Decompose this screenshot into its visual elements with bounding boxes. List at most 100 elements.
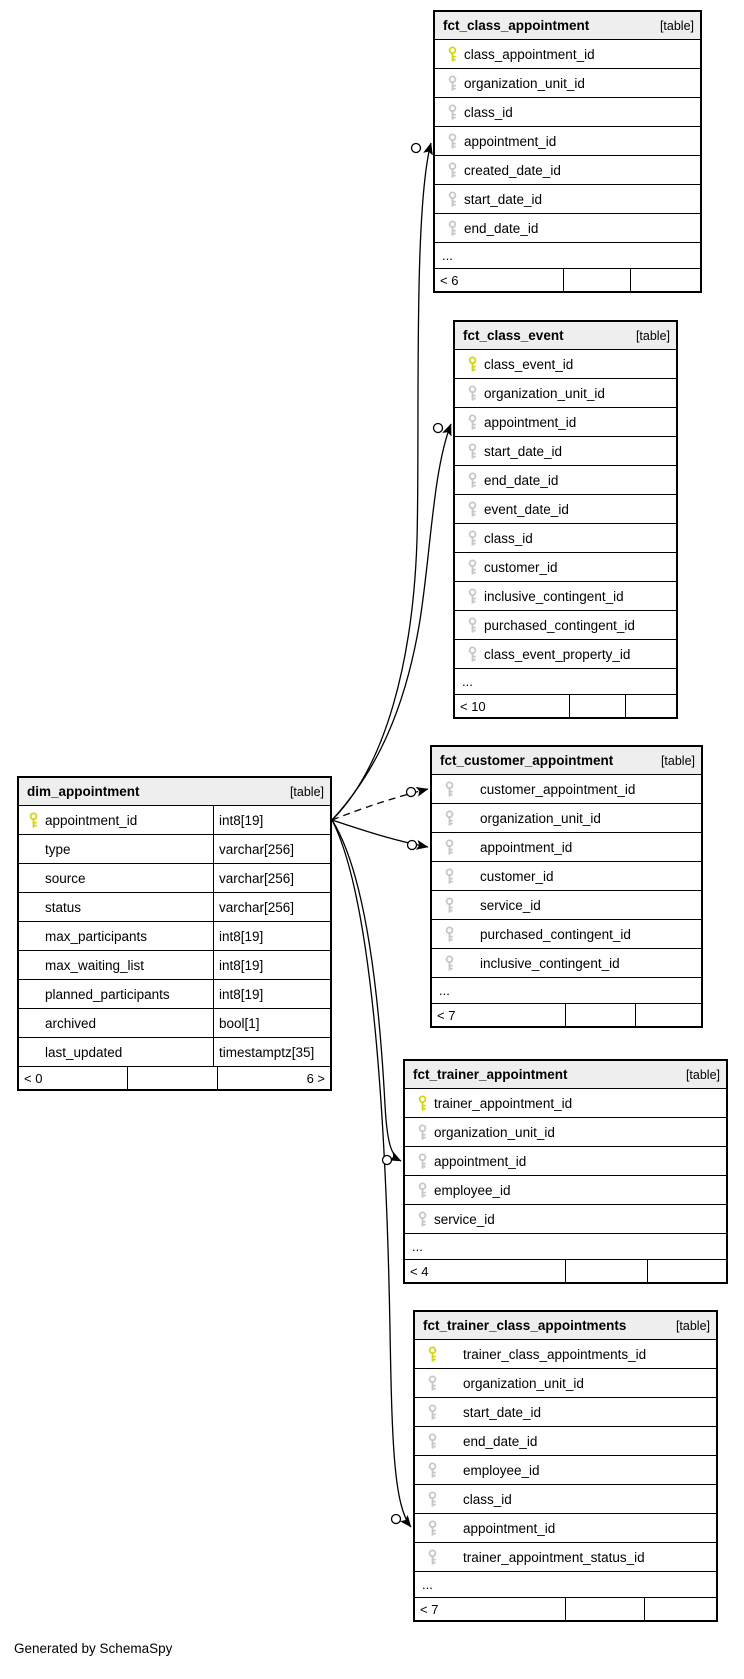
footer-cell-0: < 0	[24, 1070, 43, 1086]
foreign-key-icon	[427, 1520, 438, 1537]
table-title[interactable]: fct_trainer_class_appointments	[423, 1318, 627, 1333]
table-header[interactable]: fct_trainer_class_appointments [table]	[415, 1312, 716, 1340]
foreign-key-icon	[467, 588, 478, 605]
table-header[interactable]: fct_class_appointment [table]	[435, 12, 700, 40]
table-footer: < 7	[432, 1004, 701, 1026]
column-name: customer_id	[480, 868, 554, 884]
table-fct_customer_appointment[interactable]: fct_customer_appointment [table] custome…	[430, 745, 703, 1028]
column-row-appointment_id: appointment_id	[435, 127, 700, 156]
table-title[interactable]: fct_customer_appointment	[440, 753, 614, 768]
column-name: organization_unit_id	[434, 1124, 555, 1140]
column-name: organization_unit_id	[463, 1375, 584, 1391]
table-fct_class_appointment[interactable]: fct_class_appointment [table] class_appo…	[433, 10, 702, 293]
column-row-status: status varchar[256]	[19, 893, 330, 922]
column-name: type	[45, 841, 71, 857]
column-name: organization_unit_id	[480, 810, 601, 826]
column-name-cell: planned_participants	[19, 980, 214, 1008]
footer-cell-1	[563, 269, 630, 291]
column-row-employee_id: employee_id	[405, 1176, 726, 1205]
table-header[interactable]: dim_appointment [table]	[19, 778, 330, 806]
column-row-trainer_class_appointments_id: trainer_class_appointments_id	[415, 1340, 716, 1369]
column-name: purchased_contingent_id	[480, 926, 631, 942]
column-row-appointment_id: appointment_id	[432, 833, 701, 862]
column-row-purchased_contingent_id: purchased_contingent_id	[455, 611, 676, 640]
footer-cell-0: < 7	[437, 1007, 456, 1023]
column-name-cell: type	[19, 835, 214, 863]
column-row-trainer_appointment_id: trainer_appointment_id	[405, 1089, 726, 1118]
column-row-created_date_id: created_date_id	[435, 156, 700, 185]
foreign-key-icon	[427, 1549, 438, 1566]
column-name: class_id	[464, 104, 513, 120]
foreign-key-icon	[444, 839, 455, 856]
column-name: end_date_id	[463, 1433, 538, 1449]
table-header[interactable]: fct_class_event [table]	[455, 322, 676, 350]
column-row-start_date_id: start_date_id	[435, 185, 700, 214]
table-tag: [table]	[659, 18, 694, 33]
column-name: last_updated	[45, 1044, 123, 1060]
column-name: trainer_appointment_status_id	[463, 1549, 645, 1565]
column-type: int8[19]	[219, 957, 264, 973]
column-row-max_waiting_list: max_waiting_list int8[19]	[19, 951, 330, 980]
column-row-class_id: class_id	[455, 524, 676, 553]
column-name: class_event_id	[484, 356, 574, 372]
table-fct_class_event[interactable]: fct_class_event [table] class_event_id or…	[453, 320, 678, 719]
column-name: service_id	[480, 897, 541, 913]
column-name: source	[45, 870, 86, 886]
column-row-service_id: service_id	[432, 891, 701, 920]
column-row-class_event_property_id: class_event_property_id	[455, 640, 676, 669]
table-fct_trainer_appointment[interactable]: fct_trainer_appointment [table] trainer_…	[403, 1059, 728, 1284]
more-columns-ellipsis: ...	[455, 669, 676, 695]
column-list: trainer_class_appointments_id organizatio…	[415, 1340, 716, 1598]
column-row-class_id: class_id	[415, 1485, 716, 1514]
column-list: class_event_id organization_unit_id appoin…	[455, 350, 676, 695]
more-columns-ellipsis: ...	[405, 1234, 726, 1260]
column-row-organization_unit_id: organization_unit_id	[435, 69, 700, 98]
column-type: int8[19]	[219, 986, 264, 1002]
table-title[interactable]: fct_trainer_appointment	[413, 1067, 568, 1082]
column-row-max_participants: max_participants int8[19]	[19, 922, 330, 951]
footer-cell-1	[565, 1004, 635, 1026]
column-name-cell: max_participants	[19, 922, 214, 950]
column-name: appointment_id	[463, 1520, 556, 1536]
more-columns-ellipsis: ...	[415, 1572, 716, 1598]
table-title[interactable]: fct_class_event	[463, 328, 564, 343]
footer-cell-2	[647, 1260, 726, 1282]
column-name-cell: last_updated	[19, 1038, 214, 1066]
table-tag: [table]	[289, 784, 324, 799]
column-row-event_date_id: event_date_id	[455, 495, 676, 524]
column-row-inclusive_contingent_id: inclusive_contingent_id	[455, 582, 676, 611]
footer-cell-1	[565, 1260, 647, 1282]
footer-cell-2	[635, 1004, 701, 1026]
table-dim_appointment[interactable]: dim_appointment [table] appointment_id in…	[17, 776, 332, 1091]
column-row-organization_unit_id: organization_unit_id	[432, 804, 701, 833]
column-name-cell: status	[19, 893, 214, 921]
table-title[interactable]: fct_class_appointment	[443, 18, 590, 33]
column-type: varchar[256]	[219, 899, 295, 915]
primary-key-icon	[467, 356, 478, 373]
footer-cell-1	[127, 1067, 217, 1089]
foreign-key-icon	[447, 220, 458, 237]
primary-key-icon	[427, 1346, 438, 1363]
column-name-cell: max_waiting_list	[19, 951, 214, 979]
foreign-key-icon	[467, 385, 478, 402]
table-fct_trainer_class_appointments[interactable]: fct_trainer_class_appointments [table] t…	[413, 1310, 718, 1622]
column-row-service_id: service_id	[405, 1205, 726, 1234]
column-name: class_appointment_id	[464, 46, 595, 62]
column-name: event_date_id	[484, 501, 569, 517]
column-type: timestamptz[35]	[219, 1044, 315, 1060]
foreign-key-icon	[417, 1124, 428, 1141]
foreign-key-icon	[447, 75, 458, 92]
column-row-type: type varchar[256]	[19, 835, 330, 864]
footer-cell-2	[630, 269, 700, 291]
table-footer: < 6	[435, 269, 700, 291]
column-name: inclusive_contingent_id	[484, 588, 624, 604]
footer-cell-2	[644, 1598, 716, 1620]
column-row-last_updated: last_updated timestamptz[35]	[19, 1038, 330, 1067]
foreign-key-icon	[447, 191, 458, 208]
table-header[interactable]: fct_trainer_appointment [table]	[405, 1061, 726, 1089]
column-name-cell: source	[19, 864, 214, 892]
table-tag: [table]	[635, 328, 670, 343]
table-title[interactable]: dim_appointment	[27, 784, 140, 799]
column-type: int8[19]	[219, 928, 264, 944]
table-header[interactable]: fct_customer_appointment [table]	[432, 747, 701, 775]
